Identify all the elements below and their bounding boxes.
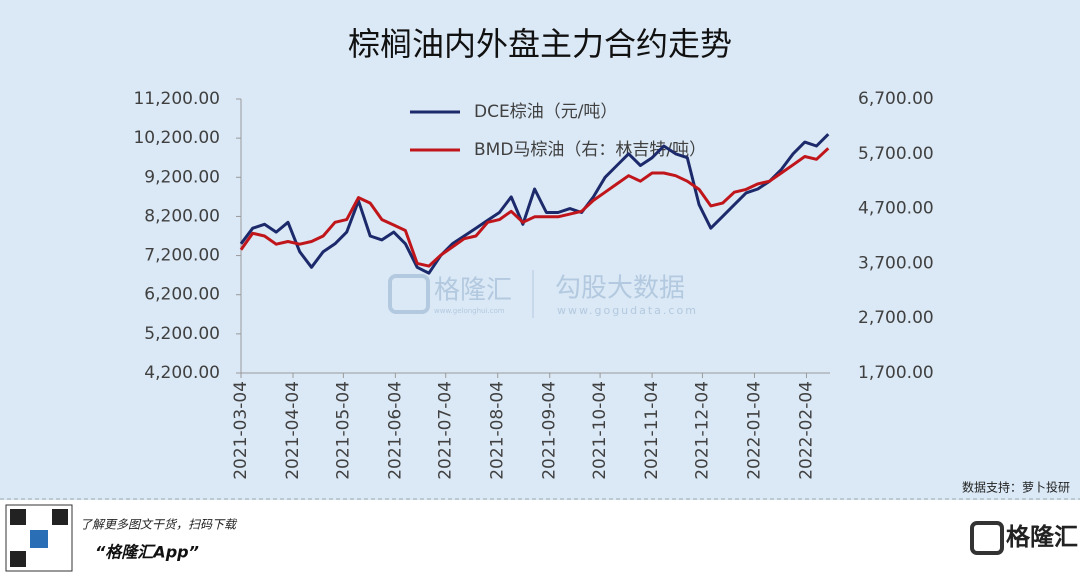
y-tick-label: 10,200.00 xyxy=(133,128,220,148)
y2-tick-label: 2,700.00 xyxy=(858,308,934,328)
y-tick-label: 5,200.00 xyxy=(144,324,220,344)
x-tick-label: 2021-08-04 xyxy=(488,381,508,480)
watermark-data-brand: 勾股大数据 xyxy=(555,274,685,304)
source: 数据支持：萝卜投研 xyxy=(962,480,1070,495)
x-tick-label: 2021-10-04 xyxy=(590,381,610,480)
watermark-brand: 格隆汇 xyxy=(434,276,512,306)
x-tick-label: 2021-11-04 xyxy=(642,381,662,480)
y-tick-label: 11,200.00 xyxy=(133,89,220,109)
qr-logo xyxy=(30,530,48,548)
x-tick-label: 2021-07-04 xyxy=(436,381,456,480)
legend-label: DCE棕油（元/吨） xyxy=(474,102,617,122)
x-tick-label: 2021-03-04 xyxy=(231,381,251,480)
legend-label: BMD马棕油（右：林吉特/吨） xyxy=(474,140,706,160)
y-tick-label: 9,200.00 xyxy=(144,167,220,187)
series-line xyxy=(239,133,830,275)
x-tick-label: 2021-12-04 xyxy=(692,381,712,480)
qr-code xyxy=(5,504,73,572)
footer-logo: 格隆汇 xyxy=(1006,523,1078,551)
series-line xyxy=(239,147,830,268)
x-tick-label: 2021-06-04 xyxy=(385,381,405,480)
x-tick-label: 2021-05-04 xyxy=(333,381,353,480)
footer-background xyxy=(0,500,1080,577)
y2-tick-label: 6,700.00 xyxy=(858,89,934,109)
y-tick-label: 7,200.00 xyxy=(144,246,220,266)
footer-app: “格隆汇App” xyxy=(95,543,199,562)
chart-title: 棕榈油内外盘主力合约走势 xyxy=(348,25,732,63)
y-tick-label: 4,200.00 xyxy=(144,363,220,383)
watermark: 格隆汇 www.gelonghui.com 勾股大数据 www.gogudata… xyxy=(388,270,698,318)
x-tick-label: 2022-01-04 xyxy=(744,381,764,480)
y2-tick-label: 3,700.00 xyxy=(858,253,934,273)
x-tick-label: 2022-02-04 xyxy=(796,381,816,480)
x-tick-label: 2021-04-04 xyxy=(283,381,303,480)
y-tick-label: 6,200.00 xyxy=(144,285,220,305)
y2-tick-label: 1,700.00 xyxy=(858,363,934,383)
y2-tick-label: 5,700.00 xyxy=(858,144,934,164)
y2-tick-label: 4,700.00 xyxy=(858,199,934,219)
qr-corner xyxy=(10,509,26,525)
x-tick-label: 2021-09-04 xyxy=(540,381,560,480)
footer-logo-icon xyxy=(970,521,1004,555)
y-tick-label: 8,200.00 xyxy=(144,206,220,226)
qr-corner xyxy=(10,551,26,567)
footer-note: 了解更多图文干货，扫码下载 xyxy=(80,518,238,532)
background xyxy=(0,0,1080,500)
watermark-icon xyxy=(388,274,430,314)
watermark-data-url: www.gogudata.com xyxy=(557,304,698,317)
qr-corner xyxy=(52,509,68,525)
watermark-url: www.gelonghui.com xyxy=(434,307,505,315)
